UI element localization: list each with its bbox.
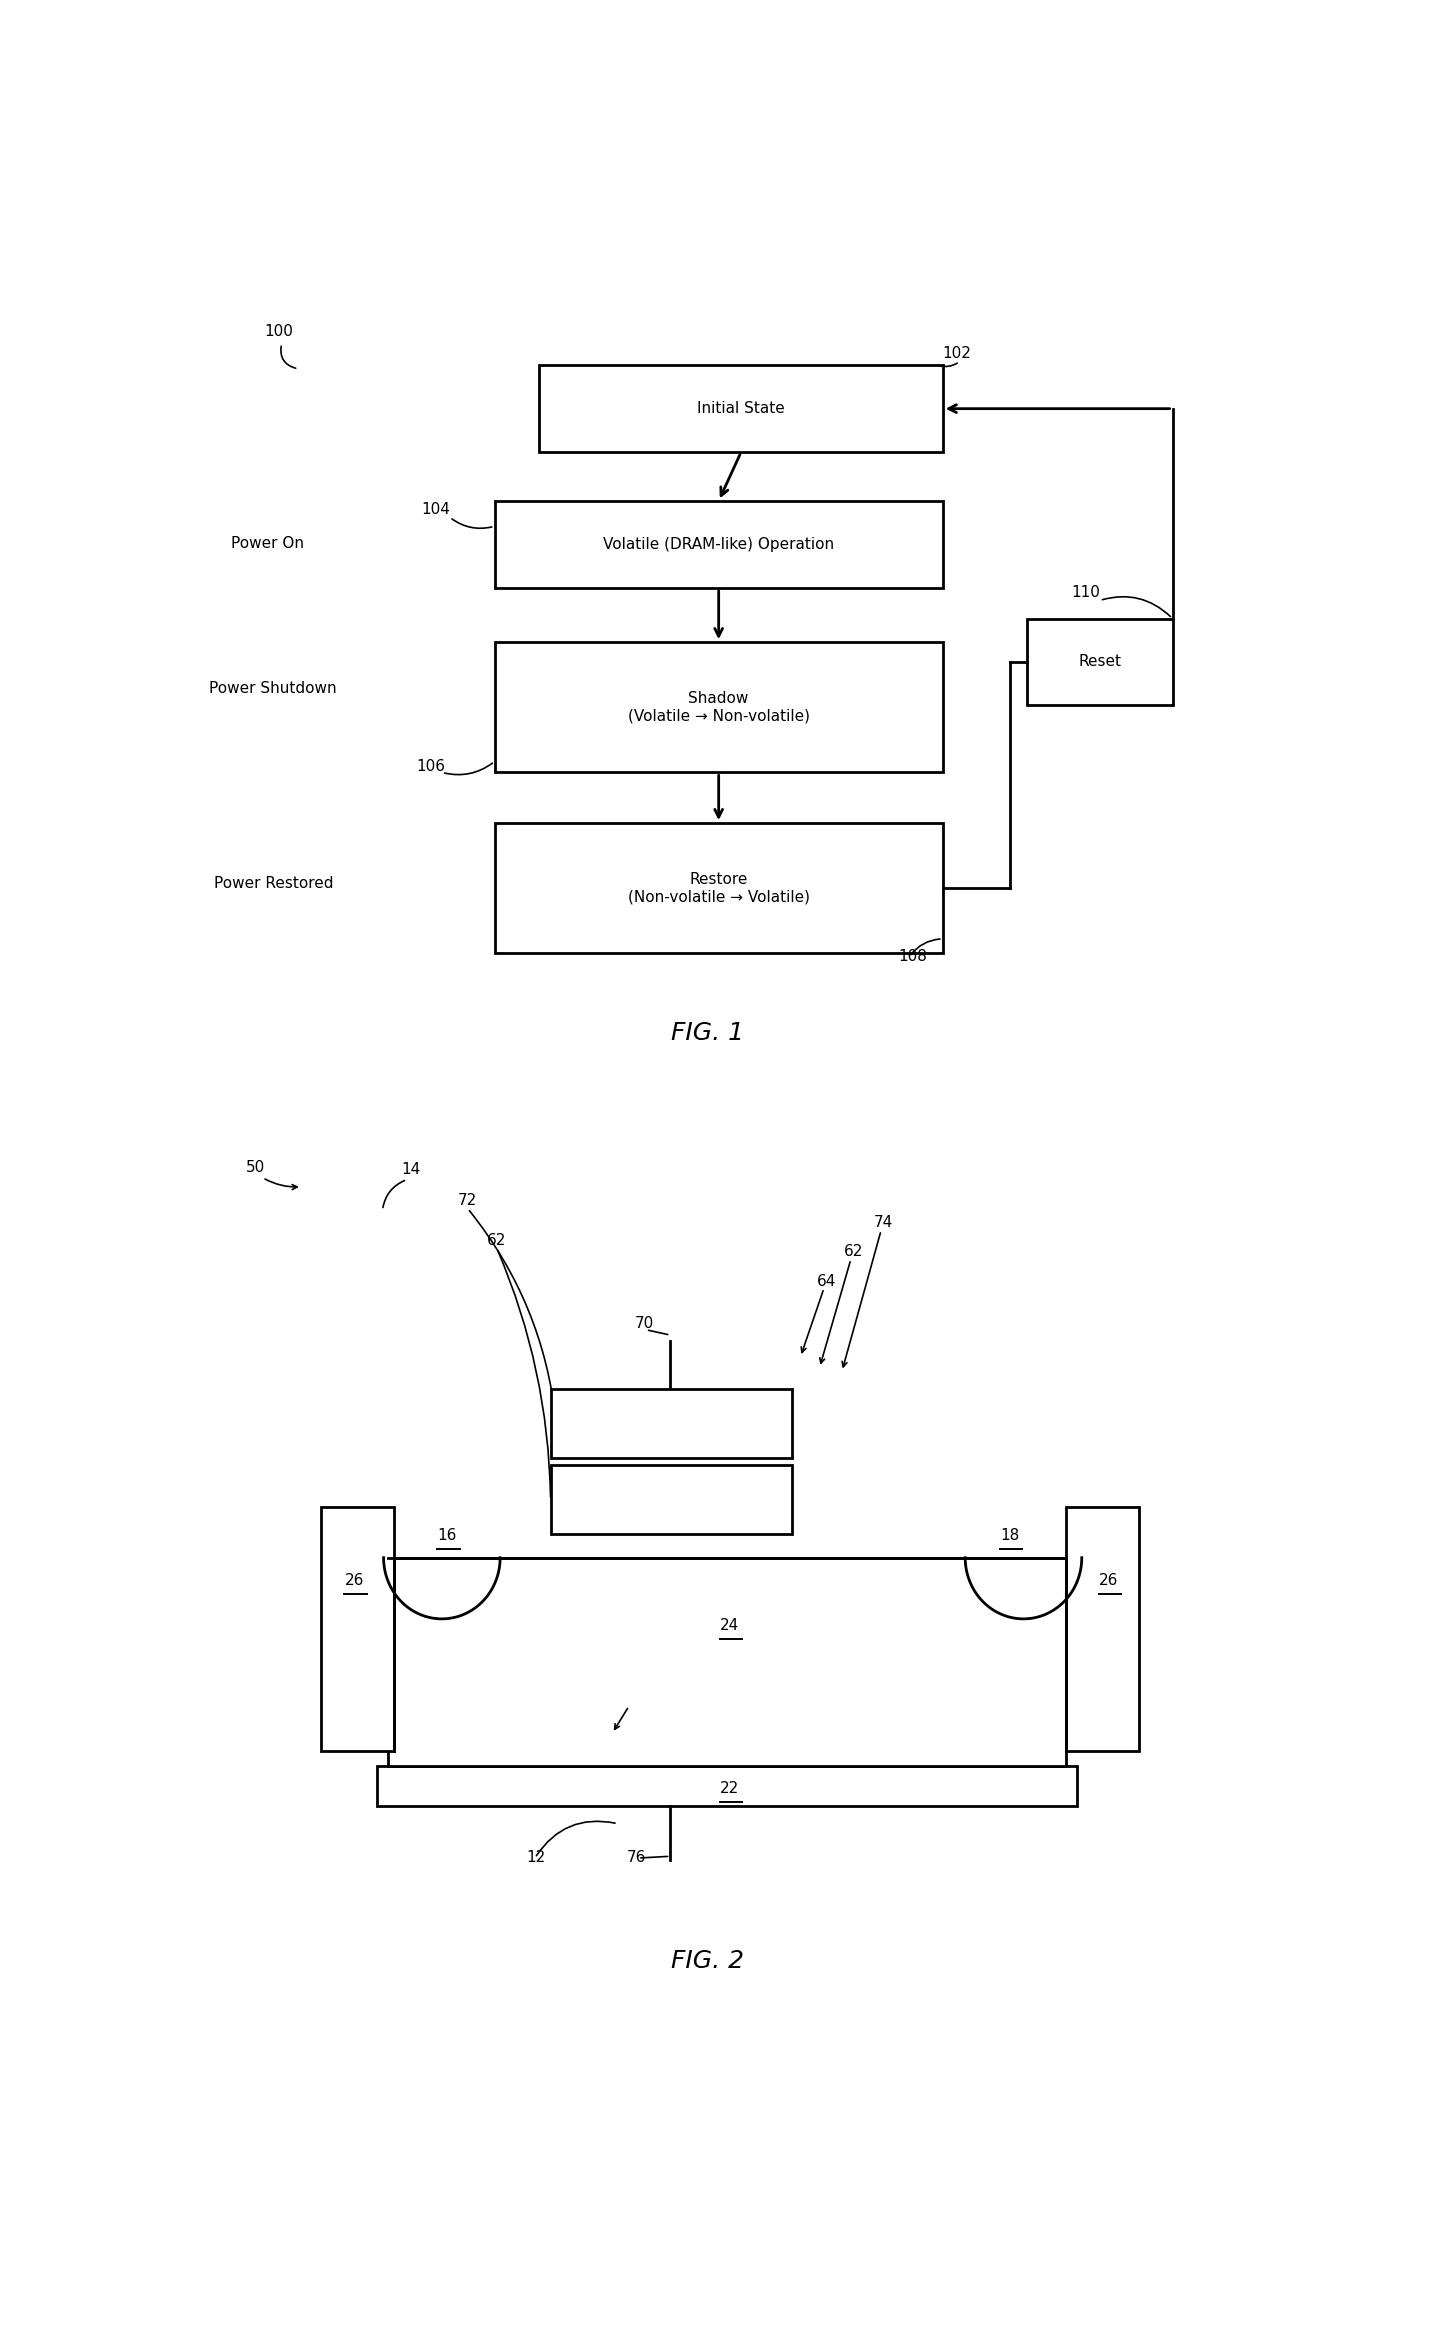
Text: 62: 62 — [487, 1234, 506, 1248]
Text: 18: 18 — [1001, 1528, 1019, 1542]
Text: 26: 26 — [344, 1572, 364, 1589]
Bar — [1027, 618, 1173, 705]
Bar — [539, 364, 943, 451]
Text: 108: 108 — [898, 949, 927, 964]
Text: 62: 62 — [844, 1243, 863, 1260]
Text: 74: 74 — [873, 1215, 892, 1229]
Bar — [495, 822, 943, 954]
Text: Power Shutdown: Power Shutdown — [208, 682, 337, 696]
Text: Initial State: Initial State — [697, 402, 785, 416]
Text: Volatile (DRAM-like) Operation: Volatile (DRAM-like) Operation — [603, 536, 834, 552]
Bar — [495, 501, 943, 588]
Text: 12: 12 — [526, 1849, 545, 1864]
Text: Reset: Reset — [1079, 656, 1121, 670]
Text: 70: 70 — [635, 1316, 654, 1330]
Text: 72: 72 — [457, 1194, 477, 1208]
Text: 60: 60 — [661, 1488, 681, 1502]
Text: 66: 66 — [661, 1410, 681, 1426]
Text: Restore
(Non-volatile → Volatile): Restore (Non-volatile → Volatile) — [628, 872, 810, 905]
Text: 106: 106 — [416, 759, 445, 773]
Text: 64: 64 — [817, 1274, 837, 1290]
Bar — [495, 642, 943, 773]
Text: Power Restored: Power Restored — [214, 877, 334, 891]
Text: FIG. 1: FIG. 1 — [671, 1020, 743, 1046]
Text: 100: 100 — [265, 324, 294, 338]
Text: 16: 16 — [438, 1528, 457, 1542]
Bar — [551, 1389, 791, 1457]
Text: Shadow
(Volatile → Non-volatile): Shadow (Volatile → Non-volatile) — [628, 691, 810, 724]
Text: 22: 22 — [720, 1781, 739, 1795]
Bar — [388, 1558, 1066, 1765]
Text: 102: 102 — [943, 345, 972, 362]
Text: 50: 50 — [246, 1161, 265, 1175]
Text: FIG. 2: FIG. 2 — [671, 1948, 743, 1974]
Text: 26: 26 — [1099, 1572, 1118, 1589]
Text: 110: 110 — [1071, 585, 1100, 599]
Text: Power On: Power On — [231, 536, 304, 550]
Bar — [377, 1765, 1077, 1805]
Text: 24: 24 — [720, 1619, 739, 1633]
Bar — [551, 1466, 791, 1535]
Bar — [1066, 1506, 1139, 1751]
Text: 14: 14 — [402, 1163, 421, 1177]
Text: 76: 76 — [626, 1849, 646, 1864]
Bar — [321, 1506, 393, 1751]
Text: 104: 104 — [422, 501, 451, 517]
